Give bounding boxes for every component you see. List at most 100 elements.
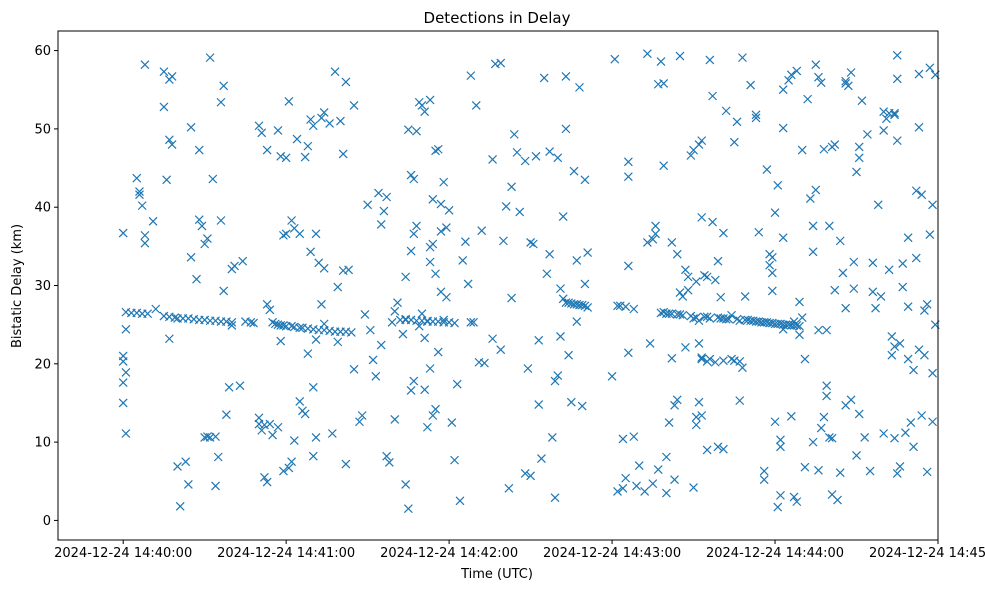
data-point — [230, 261, 239, 271]
data-point — [357, 411, 367, 420]
x-axis: 2024-12-24 14:40:00 2024-12-24 14:41:00 20… — [54, 540, 985, 561]
data-point — [382, 451, 392, 461]
data-point — [254, 121, 264, 131]
data-point — [580, 175, 590, 185]
data-point — [914, 69, 924, 79]
data-point — [211, 432, 220, 442]
data-point — [235, 381, 245, 391]
data-point — [292, 134, 302, 144]
data-point — [890, 108, 899, 118]
data-point — [759, 466, 769, 476]
data-point — [186, 122, 196, 132]
data-point — [441, 223, 451, 232]
data-point — [865, 466, 875, 476]
data-point — [425, 242, 435, 252]
data-point — [336, 116, 345, 126]
data-point — [892, 469, 902, 478]
data-point — [670, 475, 679, 485]
data-point — [770, 417, 780, 427]
data-point — [319, 319, 329, 329]
data-point — [181, 457, 191, 467]
data-point — [140, 60, 150, 70]
data-point — [477, 226, 487, 236]
y-tick-label: 50 — [34, 122, 51, 137]
data-point — [460, 237, 470, 247]
data-point — [919, 306, 929, 315]
data-point — [860, 432, 870, 442]
data-point — [917, 411, 927, 420]
data-point — [738, 53, 747, 63]
data-point — [224, 382, 234, 392]
data-point — [732, 314, 742, 324]
data-point — [441, 292, 451, 302]
data-point — [183, 479, 193, 489]
data-point — [784, 75, 794, 85]
data-point — [816, 78, 826, 88]
data-point — [691, 420, 701, 430]
data-point — [466, 71, 476, 81]
data-point — [664, 309, 674, 319]
data-point — [401, 314, 411, 324]
data-point — [689, 313, 698, 323]
data-point — [509, 129, 519, 139]
data-point — [450, 318, 459, 328]
data-point — [892, 50, 902, 60]
data-point — [719, 228, 728, 238]
data-point — [702, 445, 712, 455]
data-point — [488, 155, 497, 164]
data-point — [137, 201, 147, 211]
data-point — [121, 324, 131, 334]
data-point — [699, 312, 709, 322]
data-point — [246, 317, 256, 327]
data-point — [556, 331, 565, 341]
data-point — [403, 125, 413, 135]
data-point — [797, 313, 807, 323]
data-point — [776, 435, 785, 445]
data-point — [607, 371, 617, 381]
y-tick-label: 0 — [43, 514, 51, 529]
data-point — [735, 396, 745, 406]
data-point — [621, 473, 631, 483]
data-point — [645, 339, 655, 348]
data-point — [792, 66, 802, 76]
data-point — [895, 461, 905, 471]
data-point — [887, 350, 897, 360]
data-point — [371, 371, 381, 381]
data-point — [613, 301, 622, 311]
data-point — [216, 216, 226, 225]
data-point — [547, 432, 557, 442]
data-point — [219, 81, 229, 91]
data-point — [835, 468, 845, 478]
y-tick-label: 10 — [34, 436, 51, 451]
data-point — [623, 348, 633, 358]
data-point — [697, 136, 707, 146]
y-tick-label: 30 — [34, 279, 51, 294]
data-point — [710, 275, 720, 285]
data-point — [376, 219, 386, 229]
data-point — [884, 265, 894, 275]
data-point — [917, 190, 927, 200]
data-point — [778, 123, 788, 133]
data-point — [151, 304, 161, 314]
data-point — [903, 354, 913, 364]
data-point — [816, 423, 826, 433]
data-point — [575, 82, 584, 92]
data-point — [433, 347, 443, 357]
data-point — [721, 106, 731, 116]
data-point — [843, 81, 853, 91]
data-point — [895, 339, 905, 348]
data-point — [857, 96, 867, 106]
data-point — [849, 284, 859, 294]
data-point — [653, 465, 663, 474]
data-point — [762, 165, 772, 175]
data-point — [835, 236, 845, 246]
data-point — [496, 345, 506, 355]
data-point — [697, 353, 707, 362]
data-point — [469, 317, 478, 327]
data-point — [759, 475, 769, 485]
data-point — [452, 379, 462, 389]
data-point — [194, 145, 204, 155]
data-point — [808, 221, 818, 231]
data-point — [651, 229, 660, 239]
data-point — [773, 180, 783, 190]
